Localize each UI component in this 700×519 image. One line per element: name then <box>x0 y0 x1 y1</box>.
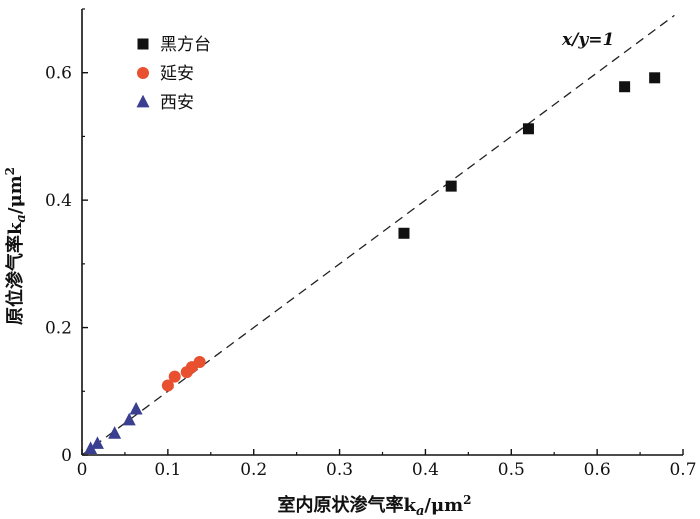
x-axis-title-unit: /μm <box>424 495 463 516</box>
x-tick-label: 0.6 <box>584 460 611 480</box>
legend-marker-triangle <box>136 94 150 108</box>
data-point-square <box>649 72 661 84</box>
x-tick-label: 0.5 <box>498 460 525 480</box>
y-tick-label: 0.4 <box>45 191 72 211</box>
x-axis-title-sub: a <box>416 504 424 519</box>
data-point-square <box>398 227 410 239</box>
x-tick-label: 0.7 <box>669 460 696 480</box>
data-point-circle <box>161 379 174 392</box>
data-point-triangle <box>108 426 122 439</box>
data-point-circle <box>168 370 181 383</box>
data-point-triangle <box>84 441 98 455</box>
x-axis-title-sup: 2 <box>463 493 471 507</box>
x-tick-label: 0.2 <box>240 460 267 480</box>
data-point-triangle <box>129 401 143 415</box>
x-tick-label: 0.4 <box>412 460 439 480</box>
y-axis-title-sub: a <box>14 214 29 222</box>
x-axis-title: 室内原状渗气率ka/μm2 <box>277 493 471 519</box>
y-tick-label: 0.2 <box>45 319 72 339</box>
data-points <box>84 72 661 455</box>
y-tick-label: 0 <box>61 446 72 466</box>
legend-label: 西安 <box>160 93 194 113</box>
legend-marker-square <box>137 38 149 50</box>
data-point-triangle <box>90 436 104 449</box>
x-tick-label: 0 <box>77 460 88 480</box>
data-point-square <box>445 180 457 192</box>
data-point-square <box>522 123 534 135</box>
data-point-square <box>619 81 631 93</box>
x-tick-label: 0.1 <box>154 460 181 480</box>
x-tick-label: 0.3 <box>326 460 353 480</box>
legend-marker-circle <box>137 67 149 79</box>
reference-line <box>81 14 675 456</box>
y-axis-ticks: 0 0.2 0.4 0.6 <box>45 8 88 466</box>
y-axis-title: 原位渗气率ka/μm2 <box>3 167 29 325</box>
reference-line-label: x/y=1 <box>561 30 614 50</box>
data-point-triangle <box>122 412 136 426</box>
legend-label: 黑方台 <box>160 35 211 55</box>
x-axis-title-main: 室内原状渗气率k <box>277 494 416 516</box>
x-axis-ticks: 0 0.1 0.2 0.3 0.4 0.5 0.6 0.7 <box>77 449 697 480</box>
data-point-circle <box>193 355 206 368</box>
axes: 0 0.1 0.2 0.3 0.4 0.5 0.6 0.7 0 0.2 0.4 0.6 <box>45 8 697 480</box>
y-axis-title-sup: 2 <box>3 167 17 175</box>
y-axis-title-main: 原位渗气率k <box>4 222 26 325</box>
legend-label: 延安 <box>160 64 194 84</box>
y-tick-label: 0.6 <box>45 64 72 84</box>
y-axis-title-unit: /μm <box>5 175 26 214</box>
